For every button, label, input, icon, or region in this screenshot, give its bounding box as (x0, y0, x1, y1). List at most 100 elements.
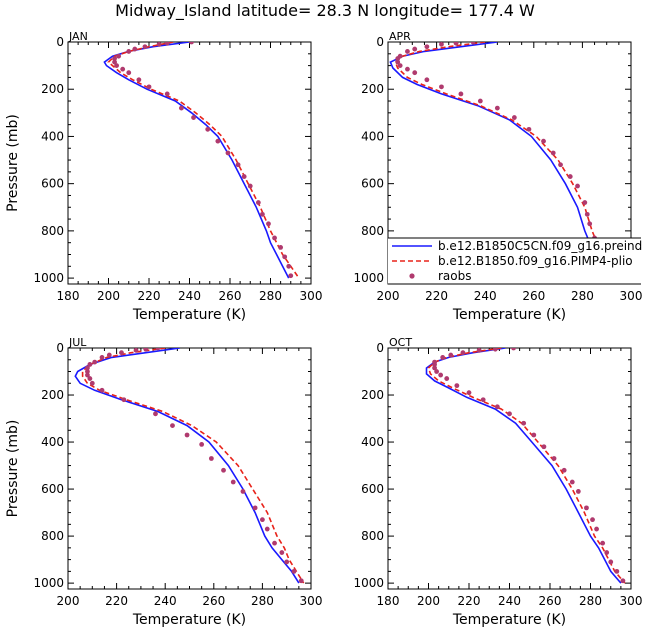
raobs-point (85, 369, 90, 374)
raobs-point (106, 352, 112, 358)
y-tick-label: 1000 (33, 271, 64, 285)
raobs-point (179, 105, 184, 111)
legend-item: raobs (409, 269, 472, 283)
raobs-point (191, 115, 196, 120)
raobs-point (526, 126, 532, 132)
raobs-point (260, 517, 265, 523)
y-tick-label: 200 (41, 388, 64, 402)
raobs-point (600, 540, 606, 546)
raobs-point (550, 150, 556, 156)
raobs-point (395, 56, 401, 61)
raobs-point (240, 489, 246, 494)
legend: b.e12.B1850C5CN.f09_g16.preindb.e12.B185… (388, 237, 642, 285)
raobs-point (587, 221, 593, 227)
legend-item: b.e12.B1850C5CN.f09_g16.preind (392, 239, 642, 253)
x-tick-label: 240 (178, 289, 201, 303)
raobs-point (221, 467, 226, 473)
y-tick-label: 200 (361, 388, 384, 402)
raobs-point (412, 46, 418, 52)
raobs-point (569, 479, 575, 485)
raobs-point (494, 404, 500, 410)
raobs-point (282, 254, 288, 260)
y-tick-label: 0 (376, 35, 384, 49)
y-tick-label: 600 (41, 177, 64, 191)
raobs-point (531, 432, 537, 438)
raobs-point (424, 44, 430, 50)
raobs-point (405, 66, 410, 72)
y-tick-label: 400 (361, 435, 384, 449)
y-tick-label: 800 (361, 529, 384, 543)
x-tick-label: 300 (620, 594, 643, 608)
raobs-point (288, 273, 294, 279)
raobs-point (397, 63, 403, 69)
legend-label: raobs (438, 269, 472, 283)
raobs-point (440, 355, 446, 360)
x-tick-label: 220 (458, 594, 481, 608)
raobs-point (255, 200, 261, 205)
raobs-point (575, 489, 581, 494)
raobs-point (87, 362, 93, 367)
raobs-point (439, 42, 444, 47)
x-tick-label: 280 (251, 594, 274, 608)
raobs-point (164, 91, 170, 97)
raobs-point (575, 183, 580, 189)
raobs-point (477, 98, 483, 104)
y-tick-label: 600 (361, 177, 384, 191)
raobs-point (470, 42, 476, 45)
raobs-point (448, 352, 454, 358)
raobs-point (92, 359, 98, 365)
x-tick-label: 240 (474, 289, 497, 303)
x-tick-label: 220 (425, 289, 448, 303)
raobs-point (582, 200, 588, 205)
y-tick-label: 200 (361, 82, 384, 96)
raobs-point (454, 383, 460, 389)
plot-frame (67, 41, 312, 285)
raobs-point (507, 411, 512, 417)
raobs-point (604, 550, 610, 555)
raobs-point (466, 390, 472, 396)
plot-frame (67, 347, 312, 590)
raobs-point (584, 505, 589, 511)
model-preind-line (74, 348, 300, 584)
y-tick-label: 1000 (353, 576, 384, 590)
y-tick-label: 600 (41, 482, 64, 496)
x-axis-label: Temperature (K) (132, 612, 246, 628)
raobs-point (85, 372, 90, 378)
raobs-point (279, 550, 285, 555)
y-tick-label: 0 (56, 341, 64, 355)
x-tick-label: 200 (417, 594, 440, 608)
raobs-point (87, 376, 93, 381)
raobs-point (99, 355, 105, 360)
panel-label: OCT (389, 336, 412, 349)
x-tick-label: 280 (579, 594, 602, 608)
x-tick-label: 240 (154, 594, 177, 608)
raobs-point (230, 479, 236, 485)
raobs-point (434, 369, 439, 374)
raobs-point (136, 77, 142, 83)
y-tick-label: 400 (41, 435, 64, 449)
panel-jan: 180 200 220 240 260 280 300 0 200 400 600 800 1000 JA… (5, 30, 322, 323)
raobs-point (438, 372, 444, 378)
raobs-point (164, 42, 170, 46)
raobs-point (170, 423, 175, 428)
panel-oct: 180 200 220 240 260 280 300 0 200 400 600 800 1000 OC… (353, 336, 642, 628)
y-tick-label: 600 (361, 482, 384, 496)
raobs-point (119, 350, 124, 356)
x-tick-label: 200 (57, 594, 80, 608)
raobs-point (112, 59, 117, 65)
raobs-point (205, 126, 211, 132)
raobs-point (405, 49, 410, 54)
raobs-point (184, 432, 190, 438)
raobs-point (153, 411, 158, 417)
raobs-point (608, 559, 614, 565)
raobs-point (558, 162, 563, 168)
x-tick-label: 300 (300, 594, 323, 608)
raobs-point (156, 42, 162, 47)
raobs-point (291, 568, 297, 574)
y-tick-label: 800 (41, 529, 64, 543)
raobs-point (126, 70, 132, 76)
plot-frame (387, 347, 632, 590)
raobs-point (620, 578, 626, 584)
raobs-point (132, 46, 138, 52)
raobs-point (241, 174, 247, 179)
